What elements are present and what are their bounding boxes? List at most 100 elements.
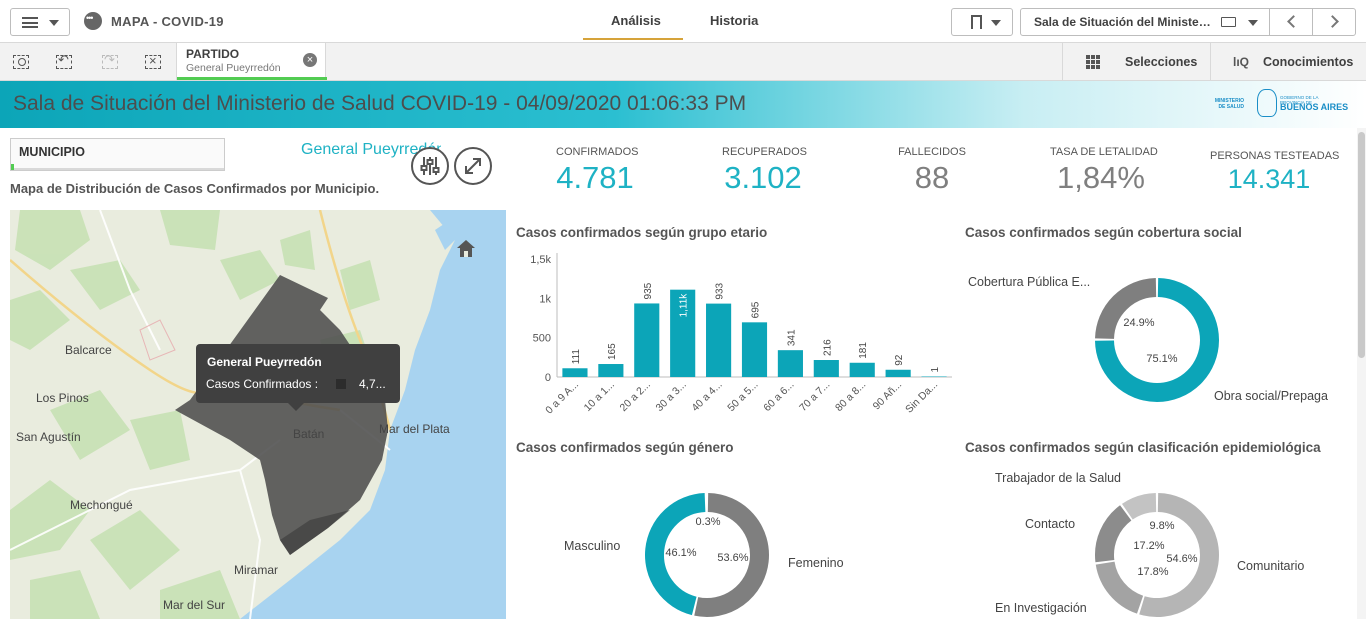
bar[interactable] xyxy=(885,369,911,377)
map-label-san-agustin: San Agustín xyxy=(16,430,81,444)
municipio-filter[interactable]: MUNICIPIO xyxy=(10,138,225,171)
kpi-label: FALLECIDOS xyxy=(898,146,966,158)
gender-donut-chart[interactable]: 53.6% 46.1% 0.3% xyxy=(635,483,779,627)
previous-sheet-button[interactable] xyxy=(1269,8,1313,36)
selections-label: Selecciones xyxy=(1125,55,1198,69)
donut-slice[interactable] xyxy=(1095,278,1157,340)
map-canvas xyxy=(10,210,506,619)
next-sheet-button[interactable] xyxy=(1312,8,1356,36)
gender-chart-title: Casos confirmados según género xyxy=(516,440,734,455)
selection-state-bar xyxy=(177,77,327,80)
epi-chart-title: Casos confirmados según clasificación ep… xyxy=(965,440,1321,455)
bar[interactable] xyxy=(813,360,839,377)
x-tick-label: 40 a 4... xyxy=(689,379,724,414)
current-selection-chip[interactable]: PARTIDO General Pueyrredón × xyxy=(176,43,327,80)
insights-label: Conocimientos xyxy=(1263,55,1354,69)
bar[interactable] xyxy=(921,376,947,378)
bar[interactable] xyxy=(706,303,732,377)
bar[interactable] xyxy=(777,350,803,377)
donut-slice[interactable] xyxy=(694,493,769,617)
ministry-logo: MINISTERIO DE SALUD GOBIERNO DE LA PROVI… xyxy=(1210,89,1348,119)
tab-historia[interactable]: Historia xyxy=(710,13,759,28)
bar-data-label: 695 xyxy=(751,301,762,318)
sliders-icon xyxy=(420,157,440,175)
donut-slice[interactable] xyxy=(1095,505,1132,563)
map-label-balcarce: Balcarce xyxy=(65,343,112,357)
donut-slice[interactable] xyxy=(645,493,706,616)
x-tick-label: 90 Añ... xyxy=(871,379,905,413)
bar-data-label: 181 xyxy=(858,342,869,359)
donut-slice[interactable] xyxy=(1139,493,1219,617)
bookmarks-button[interactable] xyxy=(951,8,1013,36)
epi-legend-investigacion: En Investigación xyxy=(995,601,1087,615)
bar[interactable] xyxy=(634,303,660,377)
kpi-confirmados: CONFIRMADOS 4.781 xyxy=(556,146,639,196)
bar[interactable] xyxy=(670,289,696,377)
epi-legend-contacto: Contacto xyxy=(1025,517,1076,531)
smart-search-icon[interactable] xyxy=(13,55,29,69)
x-tick-label: 80 a 8... xyxy=(833,379,868,414)
clear-selections-icon[interactable] xyxy=(145,53,161,69)
selection-field: PARTIDO xyxy=(186,47,240,61)
y-tick-label: 0 xyxy=(545,372,551,384)
map-label-mechongue: Mechongué xyxy=(70,498,133,512)
epi-donut-chart[interactable]: 54.6%17.8% 17.2% 9.8% xyxy=(1085,483,1229,627)
y-tick-label: 500 xyxy=(533,333,551,345)
map-viewport[interactable] xyxy=(10,210,506,619)
kpi-label: RECUPERADOS xyxy=(722,146,807,158)
tooltip-swatch xyxy=(336,379,346,389)
active-tab-indicator xyxy=(583,38,683,40)
kpi-recuperados: RECUPERADOS 3.102 xyxy=(722,146,807,196)
insights-button[interactable]: lıQ Conocimientos xyxy=(1210,43,1366,81)
step-back-icon[interactable] xyxy=(56,52,72,69)
donut-slice[interactable] xyxy=(1095,561,1144,614)
map-tooltip: General Pueyrredón Casos Confirmados : 4… xyxy=(196,344,400,411)
kpi-value: 1,84% xyxy=(1057,160,1145,195)
step-forward-icon[interactable] xyxy=(102,52,118,69)
bar[interactable] xyxy=(562,368,588,377)
tab-analisis[interactable]: Análisis xyxy=(611,13,661,28)
fullscreen-button[interactable] xyxy=(454,147,492,185)
kpi-label: PERSONAS TESTEADAS xyxy=(1210,150,1340,162)
bar-data-label: 216 xyxy=(822,339,833,356)
home-icon[interactable] xyxy=(457,240,475,257)
selections-button[interactable]: Selecciones xyxy=(1062,43,1211,81)
bar[interactable] xyxy=(598,364,624,377)
chevron-right-icon xyxy=(1326,15,1339,28)
app-title: MAPA - COVID-19 xyxy=(111,14,224,29)
age-chart-title: Casos confirmados según grupo etario xyxy=(516,225,768,240)
global-menu-button[interactable] xyxy=(10,8,70,36)
kpi-value: 88 xyxy=(914,160,950,195)
bar[interactable] xyxy=(849,362,875,377)
expand-icon xyxy=(465,158,481,174)
map-label-miramar: Miramar xyxy=(234,563,278,577)
slice-data-label: 24.9% xyxy=(1123,317,1154,329)
map-label-mar-del-plata: Mar del Plata xyxy=(379,422,450,436)
page-title: Sala de Situación del Ministerio de Salu… xyxy=(13,92,747,115)
filter-settings-button[interactable] xyxy=(411,147,449,185)
bar-data-label: 92 xyxy=(894,354,905,366)
close-icon[interactable]: × xyxy=(303,53,317,67)
epi-legend-comunitario: Comunitario xyxy=(1237,559,1305,573)
x-tick-label: 50 a 5... xyxy=(725,379,760,414)
sheet-selector[interactable]: Sala de Situación del Ministerio de Salu… xyxy=(1020,8,1270,36)
x-tick-label: 20 a 2... xyxy=(618,379,653,414)
donut-slice[interactable] xyxy=(1121,493,1157,520)
grid-icon xyxy=(1086,55,1101,69)
page-scrollbar[interactable] xyxy=(1357,128,1366,619)
slice-data-label: 46.1% xyxy=(665,547,696,559)
donut-slice[interactable] xyxy=(1095,278,1219,402)
slice-data-label: 53.6% xyxy=(717,552,748,564)
kpi-tasa-letalidad: TASA DE LETALIDAD 1,84% xyxy=(1050,146,1158,196)
age-bar-chart[interactable]: 0 500 1k 1,5k 111 0 a 9 A... 165 10 a 1... 935 20… xyxy=(512,245,957,420)
kpi-value: 4.781 xyxy=(556,160,634,195)
bar[interactable] xyxy=(741,322,768,377)
slice-data-label: 17.2% xyxy=(1133,540,1164,552)
tooltip-title: General Pueyrredón xyxy=(207,355,322,369)
kpi-label: CONFIRMADOS xyxy=(556,146,639,158)
gender-legend-femenino: Femenino xyxy=(788,556,844,570)
coverage-donut-chart[interactable]: 75.1% 24.9% xyxy=(1085,268,1229,412)
bar-data-label: 341 xyxy=(786,329,797,346)
scrollbar-thumb[interactable] xyxy=(1358,132,1365,358)
kpi-fallecidos: FALLECIDOS 88 xyxy=(897,146,967,196)
